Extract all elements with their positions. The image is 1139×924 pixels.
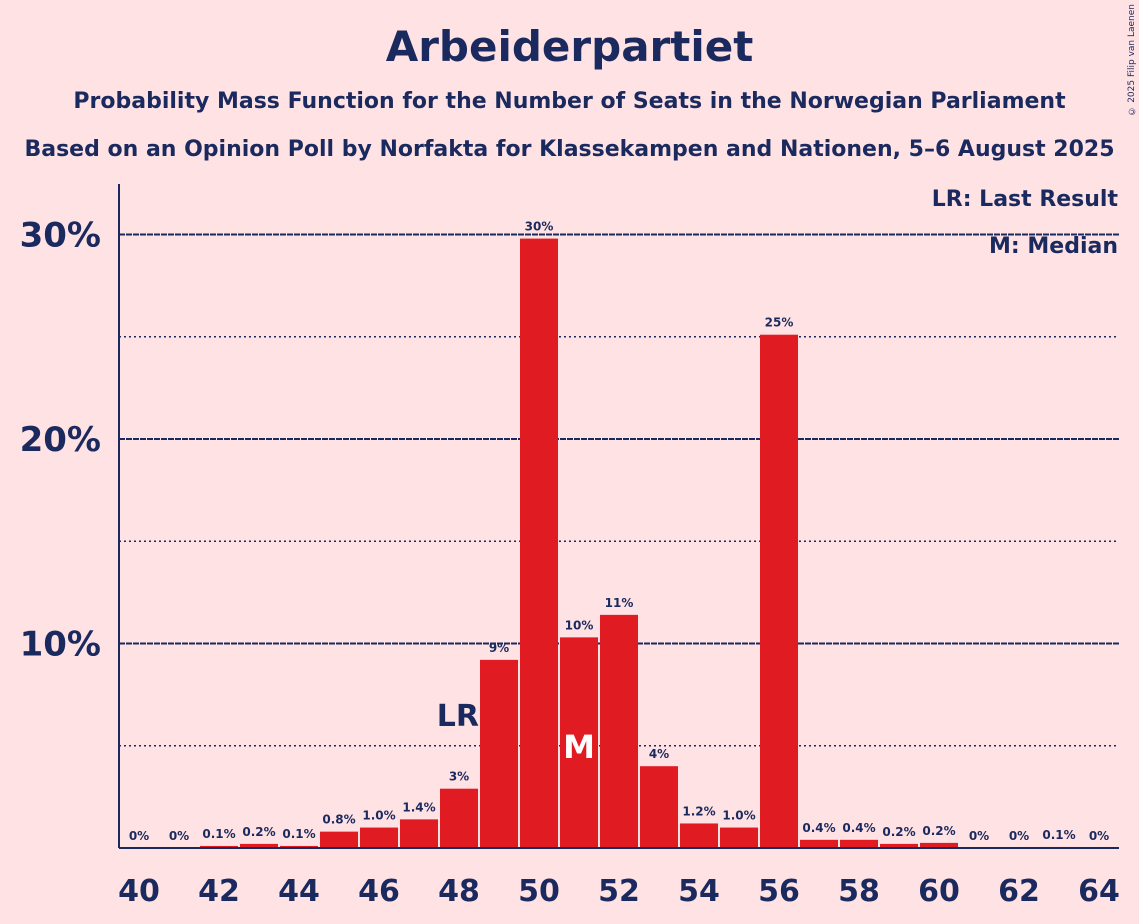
bar-seat-58 (840, 839, 878, 848)
y-tick-label: 20% (20, 420, 101, 460)
data-label-seat-60: 0.2% (922, 824, 955, 838)
data-label-seat-63: 0.1% (1042, 828, 1075, 842)
data-label-seat-61: 0% (969, 829, 989, 843)
x-tick-label: 56 (758, 874, 800, 909)
data-label-seat-41: 0% (169, 829, 189, 843)
data-label-seat-58: 0.4% (842, 821, 875, 835)
data-label-seat-53: 4% (649, 747, 669, 761)
y-tick-label: 10% (20, 625, 101, 665)
x-tick-label: 60 (918, 874, 960, 909)
x-tick-label: 52 (598, 874, 640, 909)
bar-seat-53 (640, 766, 678, 848)
bar-seat-49 (480, 659, 518, 848)
data-label-seat-45: 0.8% (322, 813, 355, 827)
data-label-seat-59: 0.2% (882, 825, 915, 839)
bar-seat-59 (880, 843, 918, 848)
bar-seat-43 (240, 843, 278, 848)
x-tick-label: 62 (998, 874, 1040, 909)
data-label-seat-52: 11% (605, 596, 634, 610)
data-label-seat-43: 0.2% (242, 825, 275, 839)
data-label-seat-47: 1.4% (402, 800, 435, 814)
x-tick-label: 54 (678, 874, 720, 909)
x-tick-label: 50 (518, 874, 560, 909)
data-label-seat-49: 9% (489, 641, 509, 655)
bar-seat-56 (760, 334, 798, 849)
legend-last-result: LR: Last Result (931, 187, 1118, 212)
bar-seat-47 (400, 819, 438, 848)
x-tick-label: 58 (838, 874, 880, 909)
bar-seat-52 (600, 614, 638, 848)
bar-seat-57 (800, 839, 838, 848)
last-result-marker: LR (437, 699, 479, 734)
x-tick-label: 48 (438, 874, 480, 909)
bar-seat-48 (440, 788, 478, 848)
data-label-seat-44: 0.1% (282, 827, 315, 841)
bar-seat-44 (280, 845, 318, 848)
data-label-seat-51: 10% (565, 618, 594, 632)
data-label-seat-57: 0.4% (802, 821, 835, 835)
x-tick-label: 40 (118, 874, 160, 909)
median-marker: M (563, 728, 595, 766)
chart-subtitle: Probability Mass Function for the Number… (73, 89, 1066, 114)
x-tick-label: 46 (358, 874, 400, 909)
y-tick-label: 30% (20, 216, 101, 256)
x-tick-label: 42 (198, 874, 240, 909)
data-label-seat-50: 30% (525, 220, 554, 234)
data-label-seat-64: 0% (1089, 829, 1109, 843)
bar-seat-42 (200, 845, 238, 848)
chart-source: Based on an Opinion Poll by Norfakta for… (24, 137, 1115, 162)
bar-seat-51 (560, 637, 598, 848)
data-label-seat-56: 25% (765, 316, 794, 330)
bar-seat-60 (920, 842, 958, 848)
data-label-seat-40: 0% (129, 829, 149, 843)
data-label-seat-42: 0.1% (202, 827, 235, 841)
legend-median: M: Median (989, 234, 1118, 259)
data-label-seat-62: 0% (1009, 829, 1029, 843)
data-label-seat-54: 1.2% (682, 804, 715, 818)
x-tick-label: 64 (1078, 874, 1120, 909)
data-label-seat-48: 3% (449, 770, 469, 784)
data-label-seat-55: 1.0% (722, 809, 755, 823)
chart-title: Arbeiderpartiet (385, 22, 754, 71)
x-tick-label: 44 (278, 874, 320, 909)
data-label-seat-46: 1.0% (362, 809, 395, 823)
bar-seat-54 (680, 823, 718, 848)
bar-seat-55 (720, 827, 758, 848)
bar-seat-46 (360, 827, 398, 848)
bar-seat-50 (520, 238, 558, 849)
bar-seat-45 (320, 831, 358, 848)
